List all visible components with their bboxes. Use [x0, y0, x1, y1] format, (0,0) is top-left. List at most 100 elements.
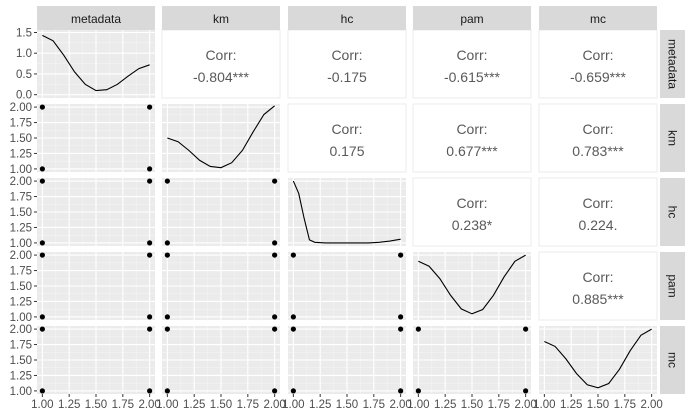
- strip-top-label-hc: hc: [341, 12, 354, 26]
- corr-panel-km-hc: [287, 103, 407, 173]
- corr-label: Corr:: [331, 47, 362, 63]
- scatter-point: [39, 252, 45, 258]
- grid-hc-hc: [288, 178, 406, 246]
- corr-panel-metadata-km: [161, 29, 281, 99]
- corr-panel-km-mc: [538, 103, 658, 173]
- strip-right-label-metadata: metadata: [666, 39, 680, 89]
- strip-right-pam: [660, 252, 685, 320]
- scatter-point: [272, 240, 278, 246]
- x-tick-label: 1.00: [156, 399, 178, 411]
- scatter-point: [415, 388, 421, 394]
- corr-panel-hc-mc: [538, 177, 658, 247]
- strip-top-label-pam: pam: [460, 12, 483, 26]
- scatter-point: [398, 326, 404, 332]
- y-tick-label: 1.75: [10, 340, 32, 352]
- corr-label: Corr:: [456, 121, 487, 137]
- y-tick-label: 1.50: [10, 281, 32, 293]
- corr-value: 0.677***: [446, 143, 498, 159]
- y-tick-label: 1.25: [10, 370, 32, 382]
- x-tick-label: 1.75: [614, 399, 636, 411]
- strip-top-mc: [539, 6, 657, 30]
- scatter-point: [39, 326, 45, 332]
- y-tick-label: 2.00: [10, 250, 32, 262]
- corr-label: Corr:: [331, 121, 362, 137]
- scatter-point: [39, 240, 45, 246]
- scatter-point: [164, 388, 170, 394]
- corr-label: Corr:: [456, 195, 487, 211]
- grid-pam-hc: [288, 252, 406, 320]
- scatter-point: [147, 326, 153, 332]
- grid-metadata-metadata: [37, 30, 155, 98]
- y-tick-label: 0.5: [16, 69, 32, 81]
- grid-km-metadata: [37, 104, 155, 172]
- corr-value: -0.804***: [193, 69, 250, 85]
- y-tick-label: 1.50: [10, 355, 32, 367]
- y-tick-label: 1.00: [10, 238, 32, 250]
- y-tick-label: 2.00: [10, 324, 32, 336]
- scatter-point: [164, 178, 170, 184]
- grid-mc-pam: [413, 326, 531, 394]
- scatter-point: [290, 388, 296, 394]
- strip-top-label-mc: mc: [590, 12, 606, 26]
- x-tick-label: 1.25: [183, 399, 205, 411]
- strip-layer: metadata km hc pam mc metadata km hc pam mc: [37, 6, 685, 394]
- corr-value: 0.175: [329, 143, 364, 159]
- x-tick-label: 1.50: [85, 399, 107, 411]
- scatter-point: [147, 166, 153, 172]
- grid-mc-metadata: [37, 326, 155, 394]
- x-tick-label: 1.75: [363, 399, 385, 411]
- scatter-point: [398, 252, 404, 258]
- y-tick-label: 1.0: [16, 48, 32, 60]
- strip-top-km: [162, 6, 280, 30]
- x-tick-label: 1.25: [58, 399, 80, 411]
- scatter-point: [39, 166, 45, 172]
- grid-pam-pam: [413, 252, 531, 320]
- x-tick-label: 1.50: [210, 399, 232, 411]
- grid-hc-km: [162, 178, 280, 246]
- x-tick-label: 2.00: [263, 399, 285, 411]
- strip-right-label-pam: pam: [666, 274, 680, 297]
- x-tick-label: 1.25: [560, 399, 582, 411]
- corr-value: 0.224.: [579, 217, 618, 233]
- scatter-point: [39, 388, 45, 394]
- x-tick-label: 1.75: [237, 399, 259, 411]
- strip-right-km: [660, 104, 685, 172]
- scatter-point: [290, 326, 296, 332]
- x-tick-label: 2.00: [138, 399, 160, 411]
- strip-top-pam: [413, 6, 531, 30]
- scatter-point: [272, 388, 278, 394]
- grid-mc-hc: [288, 326, 406, 394]
- scatter-point: [523, 326, 529, 332]
- strip-top-label-km: km: [213, 12, 229, 26]
- corr-value: 0.783***: [572, 143, 624, 159]
- y-tick-label: 1.00: [10, 164, 32, 176]
- corr-label: Corr:: [582, 47, 613, 63]
- corr-value: -0.175: [327, 69, 367, 85]
- y-tick-label: 1.00: [10, 312, 32, 324]
- y-tick-label: 1.25: [10, 148, 32, 160]
- x-tick-label: 1.50: [336, 399, 358, 411]
- corr-panel-km-pam: [412, 103, 532, 173]
- scatter-point: [147, 178, 153, 184]
- scatter-point: [147, 104, 153, 110]
- density-curve-mc: [544, 328, 652, 389]
- x-tick-label: 2.00: [389, 399, 411, 411]
- scatter-point: [272, 326, 278, 332]
- scatter-point: [164, 252, 170, 258]
- density-curve-hc: [292, 180, 401, 244]
- x-tick-label: 1.00: [282, 399, 304, 411]
- strip-right-mc: [660, 326, 685, 394]
- grid-pam-km: [162, 252, 280, 320]
- scatter-point: [39, 314, 45, 320]
- strip-right-hc: [660, 178, 685, 246]
- x-tick-label: 2.00: [514, 399, 536, 411]
- scatter-point: [290, 314, 296, 320]
- scatter-point: [164, 240, 170, 246]
- grid-pam-metadata: [37, 252, 155, 320]
- density-curve-pam: [418, 254, 526, 315]
- scatter-point: [272, 252, 278, 258]
- y-tick-label: 1.75: [10, 266, 32, 278]
- corr-value: -0.615***: [444, 69, 501, 85]
- scatter-point: [147, 252, 153, 258]
